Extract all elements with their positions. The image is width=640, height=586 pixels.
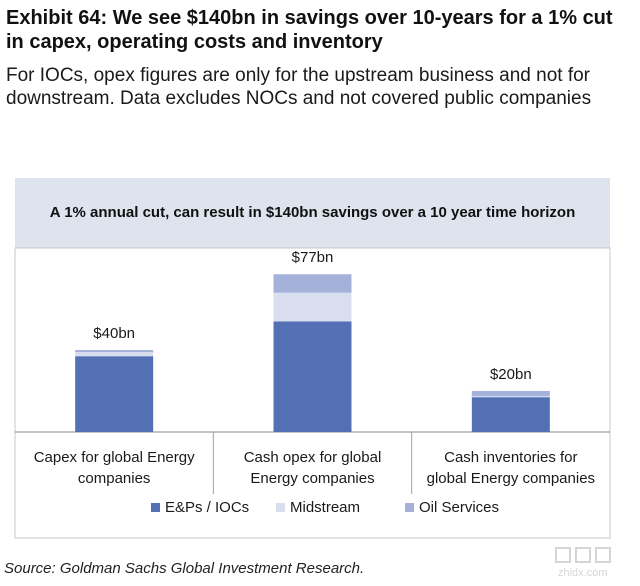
- bar-midstream: [75, 352, 154, 357]
- bar-eps-iocs: [75, 356, 154, 432]
- legend-label: E&Ps / IOCs: [165, 499, 249, 516]
- bar-midstream: [273, 292, 352, 322]
- exhibit-subtitle: For IOCs, opex figures are only for the …: [6, 65, 592, 109]
- bar-eps-iocs: [273, 321, 352, 432]
- bar-total-label: $40bn: [93, 325, 135, 342]
- bar-eps-iocs: [471, 397, 550, 432]
- category-label: companies: [78, 470, 151, 487]
- svg-text:zhidx.com: zhidx.com: [558, 567, 608, 579]
- chart-banner: A 1% annual cut, can result in $140bn sa…: [15, 178, 610, 248]
- bar-oil-services: [273, 274, 352, 293]
- exhibit-title: Exhibit 64: We see $140bn in savings ove…: [6, 7, 613, 53]
- bar-total-label: $20bn: [490, 366, 532, 383]
- bar-total-label: $77bn: [292, 249, 334, 266]
- legend-swatch: [405, 503, 414, 512]
- category-label: Cash opex for global: [244, 449, 382, 466]
- chart-frame: [14, 247, 611, 539]
- legend-swatch: [151, 503, 160, 512]
- legend-label: Oil Services: [419, 499, 499, 516]
- bar-oil-services: [471, 391, 550, 397]
- legend-swatch: [276, 503, 285, 512]
- watermark-logo: zhidx.com: [555, 547, 611, 579]
- category-label: Capex for global Energy: [34, 449, 195, 466]
- bar-midstream: [471, 396, 550, 398]
- bar-oil-services: [75, 350, 154, 353]
- chart-title: A 1% annual cut, can result in $140bn sa…: [49, 204, 576, 221]
- category-label: Cash inventories for: [444, 449, 577, 466]
- source-note: Source: Goldman Sachs Global Investment …: [4, 560, 365, 577]
- category-label: Energy companies: [250, 470, 374, 487]
- category-label: global Energy companies: [427, 470, 595, 487]
- legend-label: Midstream: [290, 499, 360, 516]
